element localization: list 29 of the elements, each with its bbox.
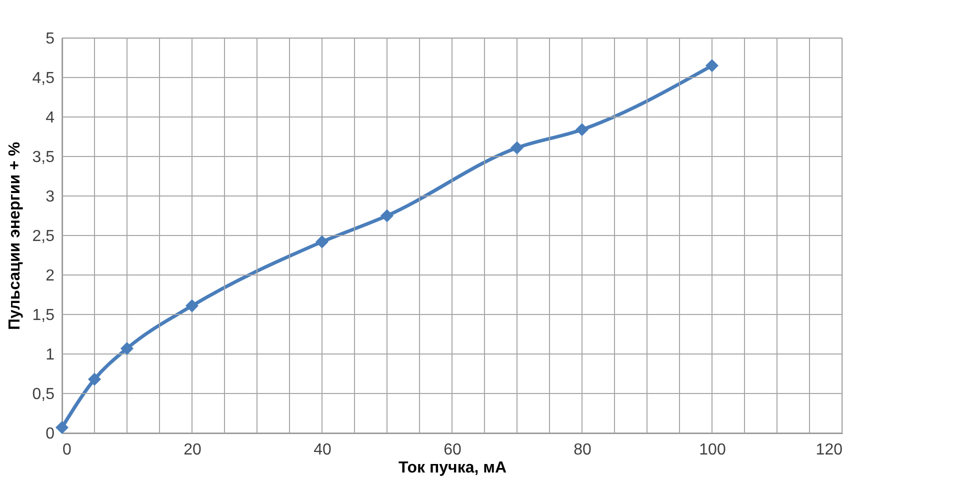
y-tick-label: 5 — [46, 30, 55, 48]
y-tick-label: 4 — [46, 110, 55, 126]
y-axis-title: Пульсации энергии + % — [6, 142, 24, 330]
x-tick-label: 60 — [444, 442, 462, 458]
point — [510, 141, 524, 154]
x-axis-title: Ток пучка, мА — [398, 460, 507, 476]
point — [55, 420, 69, 434]
y-tick-label: 3,5 — [32, 149, 55, 166]
point — [88, 372, 102, 386]
y-tick-label: 0 — [46, 426, 55, 442]
point — [120, 342, 134, 355]
y-tick-label: 2,5 — [32, 228, 55, 245]
point — [380, 209, 394, 222]
x-tick-label: 40 — [314, 442, 332, 458]
point — [185, 299, 199, 312]
x-tick-label: 80 — [574, 442, 592, 458]
point — [575, 123, 589, 136]
y-tick-label: 1,5 — [32, 307, 55, 324]
y-tick-label: 2 — [46, 268, 55, 284]
x-tick-label: 20 — [184, 442, 202, 458]
y-tick-label: 4,5 — [32, 70, 55, 87]
point — [315, 235, 329, 248]
x-tick-label: 120 — [816, 442, 843, 458]
y-tick-label: 3 — [46, 188, 55, 206]
y-tick-label: 0,5 — [32, 386, 55, 403]
x-tick-label: 100 — [699, 442, 726, 458]
y-tick-label: 1 — [46, 346, 55, 364]
point — [705, 59, 719, 72]
x-tick-label: 0 — [62, 442, 72, 458]
